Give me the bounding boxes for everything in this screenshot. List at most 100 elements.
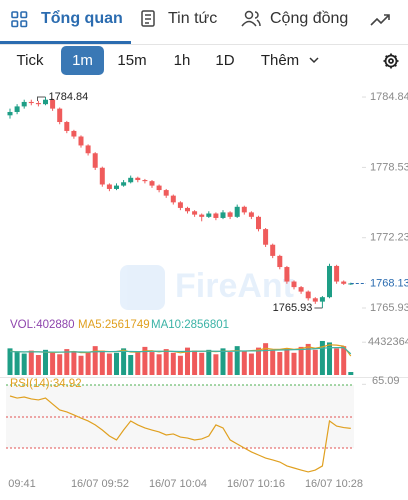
watermark-text: FireAnt <box>175 267 294 305</box>
candle-body <box>92 153 98 168</box>
volume-bar <box>35 355 41 375</box>
volume-bar <box>7 348 13 375</box>
volume-bar <box>78 355 84 375</box>
watermark: FireAnt <box>120 265 294 310</box>
candle-body <box>78 136 84 146</box>
rsi-tick-label: 65.09 <box>372 375 400 387</box>
volume-bar <box>327 342 332 375</box>
candle-body <box>220 212 226 218</box>
candle-body <box>248 212 254 217</box>
candle-body <box>43 99 48 105</box>
candle-body <box>99 167 105 185</box>
volume-bar <box>220 348 226 375</box>
trend-icon[interactable] <box>370 14 390 26</box>
volume-bar <box>156 354 162 375</box>
interval[interactable]: 15m <box>117 52 146 69</box>
candle-body <box>71 130 77 137</box>
volume-bar <box>256 347 261 375</box>
volume-bar <box>142 346 148 375</box>
x-tick-label: 16/07 10:16 <box>227 478 285 490</box>
active-interval[interactable] <box>61 46 104 75</box>
volume-bar <box>206 349 212 375</box>
volume-bar <box>270 350 276 375</box>
candle-body <box>50 99 56 109</box>
candle-body <box>142 180 148 182</box>
volume-bar <box>121 348 127 375</box>
volume-bar <box>312 349 318 375</box>
y-tick-label: 1784.84 <box>370 91 408 103</box>
candle-body <box>341 281 347 284</box>
volume-bar <box>298 346 304 375</box>
volume-bar <box>227 352 233 375</box>
ma10-line <box>9 346 352 355</box>
volume-bar <box>277 352 283 375</box>
candle-body <box>106 184 112 189</box>
y-tick-label: 1765.93 <box>370 302 408 314</box>
candle-body <box>298 287 304 292</box>
x-tick-label: 16/07 10:04 <box>149 478 207 490</box>
volume-bar <box>99 350 105 375</box>
chevron <box>309 57 319 64</box>
active-tab-indicator <box>0 41 131 44</box>
tab-bar: Tổng quan Tin tức Cộng đồng <box>0 9 408 45</box>
tab[interactable]: Tin tức <box>168 10 217 27</box>
x-tick-label: 16/07 10:28 <box>305 478 363 490</box>
candle-body <box>241 206 247 213</box>
candle-body <box>291 281 297 288</box>
volume-bar <box>149 352 155 375</box>
volume-bar <box>199 352 205 375</box>
candle-body <box>312 298 318 302</box>
rsi-label: RSI(14):34.92 <box>10 378 82 390</box>
volume-bar <box>43 349 48 375</box>
volume-bar <box>341 346 347 375</box>
volume-bar <box>14 352 20 375</box>
overview-icon <box>11 11 28 28</box>
tab[interactable]: Cộng đồng <box>270 10 348 27</box>
candle-body <box>121 182 127 186</box>
volume-bar <box>177 355 183 375</box>
volume-bar <box>64 349 70 375</box>
candle-body <box>256 216 261 230</box>
volume-bar <box>348 372 354 375</box>
candle-body <box>85 145 91 154</box>
volume-bar <box>170 352 176 375</box>
tab[interactable]: Tổng quan <box>41 9 123 27</box>
interval[interactable]: Tick <box>17 52 44 69</box>
volume-bar <box>248 353 254 375</box>
watermark-logo <box>120 265 165 310</box>
volume-bar <box>234 346 240 375</box>
candle-body <box>28 101 34 104</box>
volume-bar <box>291 352 297 375</box>
candle-body <box>277 255 283 268</box>
y-tick-label: 1772.23 <box>370 232 408 244</box>
volume-bar <box>71 351 77 375</box>
candle-body <box>64 122 70 131</box>
candle-body <box>7 111 13 116</box>
settings-icon[interactable] <box>383 53 399 69</box>
candle-body <box>114 185 119 189</box>
interval[interactable]: 1D <box>215 52 234 69</box>
volume-bar <box>319 340 325 375</box>
candle-body <box>35 103 41 105</box>
candle-body <box>270 244 276 256</box>
ma5-label: MA5:2561749 <box>78 319 150 331</box>
candle-body <box>213 213 219 218</box>
candle-body <box>206 213 212 217</box>
candle-body <box>14 106 20 112</box>
interval[interactable]: 1m <box>72 52 93 69</box>
candle-body <box>284 267 290 282</box>
volume-bar <box>334 348 340 375</box>
volume-bar <box>57 354 63 375</box>
interval-more[interactable]: Thêm <box>261 52 299 69</box>
interval[interactable]: 1h <box>174 52 191 69</box>
y-tick-label: 1778.53 <box>370 161 408 173</box>
vol-label: VOL:402880 <box>10 319 75 331</box>
candle-body <box>170 195 176 203</box>
candle-body <box>163 190 169 196</box>
volume-bar <box>21 353 27 375</box>
candle-body <box>21 101 27 107</box>
vol-tick-label: 4432364 <box>368 336 408 348</box>
candle-body <box>327 265 332 298</box>
candle-body <box>177 202 183 208</box>
